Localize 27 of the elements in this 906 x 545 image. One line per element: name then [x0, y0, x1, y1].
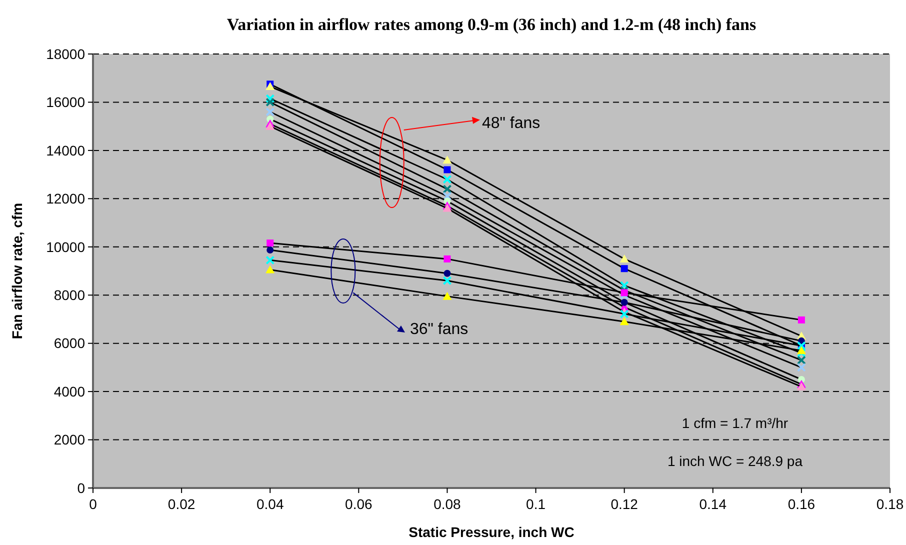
x-tick-label: 0.12	[610, 496, 638, 512]
y-tick-label: 4000	[54, 383, 86, 400]
y-tick-label: 10000	[46, 238, 86, 255]
y-axis-title: Fan airflow rate, cfm	[9, 202, 25, 340]
annotation: 1 cfm = 1.7 m³/hr	[682, 415, 788, 431]
x-tick-label: 0.08	[434, 496, 462, 512]
x-tick-label: 0.06	[345, 496, 373, 512]
x-tick-label: 0.16	[788, 496, 816, 512]
x-tick-label: 0	[89, 496, 98, 512]
y-tick-label: 2000	[54, 432, 86, 448]
x-tick-label: 0.18	[876, 496, 904, 512]
y-tick-label: 0	[77, 480, 86, 496]
chart-title: Variation in airflow rates among 0.9-m (36 inch) and 1.2-m (48 inch) fans	[226, 15, 756, 34]
annotation: 48" fans	[482, 115, 540, 132]
x-tick-label: 0.1	[526, 496, 546, 512]
y-tick-label: 16000	[46, 94, 86, 110]
annotation: 36" fans	[410, 321, 468, 338]
annotation: 1 inch WC = 248.9 pa	[667, 453, 803, 469]
x-tick-label: 0.14	[699, 496, 727, 512]
y-tick-label: 14000	[46, 142, 86, 158]
x-tick-label: 0.04	[256, 496, 284, 512]
y-tick-label: 6000	[54, 335, 86, 352]
y-tick-label: 18000	[46, 46, 86, 62]
y-tick-label: 12000	[46, 190, 86, 207]
x-tick-label: 0.02	[168, 496, 196, 512]
y-tick-label: 8000	[54, 287, 86, 304]
x-axis-title: Static Pressure, inch WC	[408, 524, 574, 540]
